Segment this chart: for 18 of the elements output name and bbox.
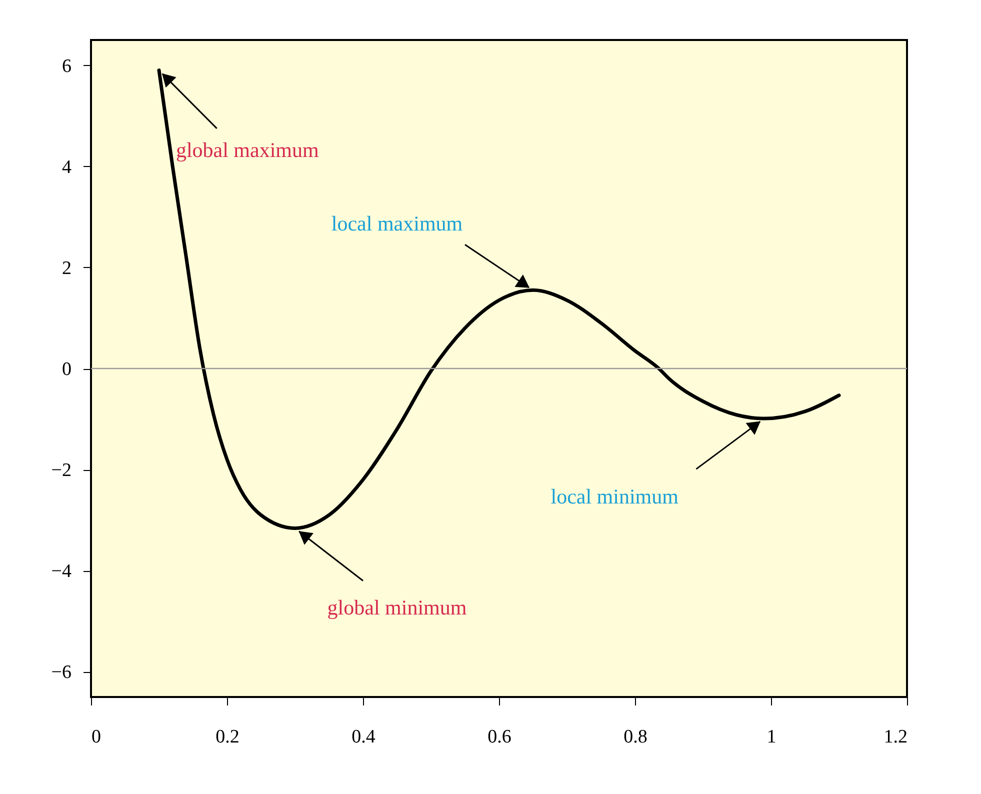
x-tick-label: 0.2	[216, 726, 240, 748]
x-tick-label: 1	[766, 726, 776, 748]
x-tick-label: 0.4	[352, 726, 376, 748]
x-tick-label: 0.6	[488, 726, 512, 748]
annotation: local minimum	[550, 484, 678, 508]
annotation: global maximum	[176, 138, 319, 162]
y-tick-label: −4	[51, 561, 72, 582]
y-tick-label: 2	[62, 258, 72, 279]
x-tick-label: 0	[92, 726, 101, 748]
annotation: local maximum	[331, 211, 463, 236]
x-tick-label: 0.8	[624, 726, 648, 748]
y-tick-label: 6	[62, 56, 72, 77]
y-tick-label: 0	[62, 359, 72, 380]
y-tick-label: −2	[51, 460, 72, 482]
y-tick-label: −6	[51, 662, 72, 684]
x-tick-label: 1.2	[884, 726, 908, 748]
annotation: global minimum	[327, 596, 467, 620]
y-tick-label: 4	[62, 156, 72, 178]
